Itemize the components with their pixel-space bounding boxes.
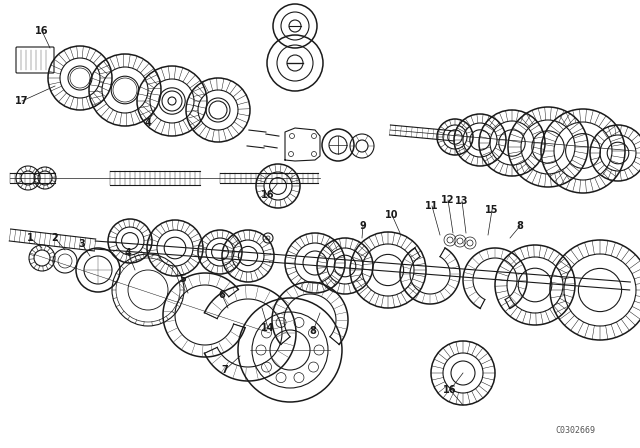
Text: C0302669: C0302669: [555, 426, 595, 435]
Text: 2: 2: [52, 233, 58, 243]
Text: 17: 17: [15, 96, 29, 106]
Text: 4: 4: [125, 248, 131, 258]
Text: 10: 10: [385, 210, 399, 220]
Text: 14: 14: [261, 323, 275, 333]
Text: 6: 6: [219, 290, 225, 300]
Text: 5: 5: [180, 274, 186, 284]
Text: 16: 16: [444, 385, 457, 395]
Text: 7: 7: [221, 365, 228, 375]
Text: 4: 4: [145, 118, 152, 128]
Polygon shape: [285, 128, 320, 161]
Text: 12: 12: [441, 195, 455, 205]
Text: 8: 8: [310, 326, 316, 336]
Text: 8: 8: [516, 221, 524, 231]
Text: 11: 11: [425, 201, 439, 211]
Text: 16: 16: [35, 26, 49, 36]
Text: 16: 16: [261, 190, 275, 200]
Text: 15: 15: [485, 205, 499, 215]
Text: 1: 1: [27, 233, 33, 243]
Text: 13: 13: [455, 196, 468, 206]
Text: 9: 9: [360, 221, 366, 231]
Text: 3: 3: [79, 239, 85, 249]
